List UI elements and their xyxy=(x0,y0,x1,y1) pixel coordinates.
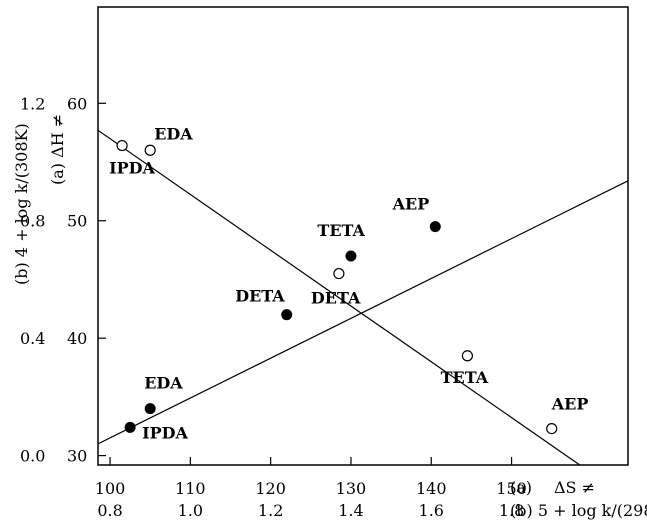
point-label-filled-eda: EDA xyxy=(144,374,183,393)
y-tick-label-b: 1.2 xyxy=(20,94,45,113)
data-point-open-deta xyxy=(333,267,345,280)
point-label-filled-deta: DETA xyxy=(235,287,285,306)
x-tick-label-b: 1.2 xyxy=(258,501,283,520)
x-tick-label-b: 1.6 xyxy=(419,501,444,520)
x-axis-label-a-tag: (a) xyxy=(510,478,532,497)
x-tick-label-a: 150 xyxy=(496,479,527,498)
data-point-open-teta xyxy=(461,350,473,362)
point-label-open-eda: EDA xyxy=(154,124,193,143)
y-tick-label-b: 0.0 xyxy=(20,447,45,466)
x-tick-label-a: 140 xyxy=(416,479,447,498)
data-point-open-aep xyxy=(546,422,558,435)
data-point-filled-ipda xyxy=(124,421,136,433)
y-tick-label-a: 60 xyxy=(67,94,87,113)
data-point-filled-aep xyxy=(429,221,441,233)
y-tick-label-b: 0.4 xyxy=(20,329,45,348)
x-tick-label-a: 110 xyxy=(175,479,206,498)
point-label-open-ipda: IPDA xyxy=(109,159,155,178)
point-label-filled-teta: TETA xyxy=(317,221,365,240)
x-tick-label-a: 130 xyxy=(336,479,367,498)
x-tick-label-b: 1.0 xyxy=(178,501,203,520)
point-label-open-deta: DETA xyxy=(311,289,361,308)
y-tick-label-b: 0.8 xyxy=(20,212,45,231)
plot-frame xyxy=(97,6,629,466)
x-tick-label-a: 120 xyxy=(255,479,286,498)
x-axis-label-a: ΔS ≠ xyxy=(554,478,595,497)
point-label-filled-aep: AEP xyxy=(392,195,430,214)
x-tick-label-a: 100 xyxy=(95,479,126,498)
y-tick-label-a: 50 xyxy=(67,212,87,231)
point-label-open-aep: AEP xyxy=(551,395,589,414)
fit-line-filled xyxy=(97,180,629,445)
data-point-filled-eda xyxy=(144,403,156,415)
fit-line-open xyxy=(97,129,581,466)
x-tick-label-b: 0.8 xyxy=(97,501,122,520)
data-point-filled-deta xyxy=(281,309,293,321)
data-point-open-ipda xyxy=(116,139,128,152)
y-tick-label-a: 30 xyxy=(67,447,87,466)
x-tick-label-b: 1.4 xyxy=(338,501,363,520)
point-label-filled-ipda: IPDA xyxy=(142,423,188,442)
data-point-open-eda xyxy=(144,144,156,156)
point-label-open-teta: TETA xyxy=(441,368,489,387)
y-tick-label-a: 40 xyxy=(67,329,87,348)
x-tick-label-b: 1.8 xyxy=(499,501,524,520)
data-point-filled-teta xyxy=(345,250,357,262)
y-axis-label-a: (a) ΔH ≠ xyxy=(48,114,67,185)
y-axis-label-b: (b) 4 + log k/(308K) xyxy=(12,123,31,285)
x-axis-label-b: (b) 5 + log k/(298K) xyxy=(510,501,647,520)
